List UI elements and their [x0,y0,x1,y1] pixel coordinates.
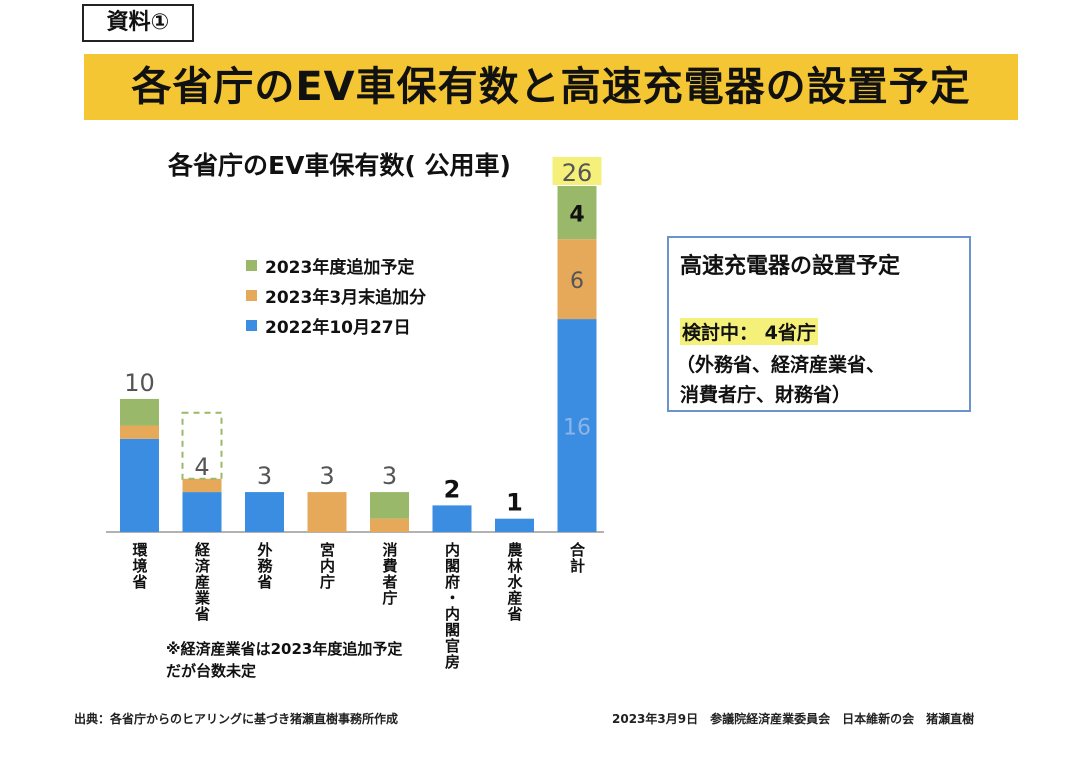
legend-swatch [246,259,257,271]
charger-title: 高速充電器の設置予定 [680,254,901,279]
charger-status: 検討中： 4省庁 [680,318,818,345]
legend-swatch [246,289,257,301]
legend-item: 2023年3月末追加分 [246,280,426,310]
bar-segment [557,186,597,240]
charger-detail-line2: 消費者庁、財務省） [680,384,852,406]
bar-segment [182,492,222,532]
total-label: 3 [382,462,397,490]
bar-segment [432,505,472,532]
bar-segment [557,239,597,320]
segment-label: 4 [569,203,584,228]
total-label: 3 [319,462,334,490]
bar-segment [120,398,159,426]
document-tag: 資料① [82,4,194,42]
legend-label: 2023年3月末追加分 [265,287,427,308]
bar-segment [557,319,597,532]
category-label: 消費者庁 [380,542,399,606]
legend-swatch [246,319,257,331]
bar-segment [495,518,534,532]
total-label: 1 [506,489,523,517]
category-label: 環境省 [130,542,149,590]
footer-credit: 2023年3月9日 参議院経済産業委員会 日本維新の会 猪瀬直樹 [612,712,975,726]
undetermined-placeholder [181,411,223,480]
source-note: 出典：各省庁からのヒアリングに基づき猪瀬直樹事務所作成 [74,712,399,726]
category-label: 農林水産省 [505,542,524,622]
total-label: 4 [194,453,209,481]
chart-legend: 2023年度追加予定 2023年3月末追加分 2022年10月27日 [246,250,426,340]
chart-note: ※経済産業省は2023年度追加予定だが台数未定 [166,640,403,680]
segment-label: 16 [563,416,591,441]
bar-segment [370,492,409,519]
bar-segment [307,492,347,532]
category-label: 内閣府・内閣官房 [443,542,461,670]
category-label: 合計 [568,542,586,574]
segment-label: 6 [570,269,584,294]
total-highlight [552,157,602,185]
bar-segment [370,518,409,532]
category-label: 外務省 [255,542,274,590]
total-label: 2 [444,475,461,503]
title-banner [84,54,1018,120]
legend-item: 2023年度追加予定 [246,250,426,280]
total-label: 10 [124,369,155,397]
category-label: 宮内庁 [318,542,336,590]
legend-label: 2023年度追加予定 [265,257,415,278]
bar-segment [182,478,222,493]
chart-title: 各省庁のEV車保有数( 公用車) [168,151,511,180]
legend-item: 2022年10月27日 [246,310,426,340]
category-label: 経済産業省 [193,542,211,622]
bar-segment [120,438,159,532]
total-label: 3 [257,462,272,490]
legend-label: 2022年10月27日 [265,317,411,338]
main-title: 各省庁のEV車保有数と高速充電器の設置予定 [131,64,971,110]
bar-segment [120,425,159,439]
charger-detail-line1: （外務省、経済産業省、 [676,354,886,376]
total-label: 26 [562,159,593,187]
bar-segment [245,492,284,532]
